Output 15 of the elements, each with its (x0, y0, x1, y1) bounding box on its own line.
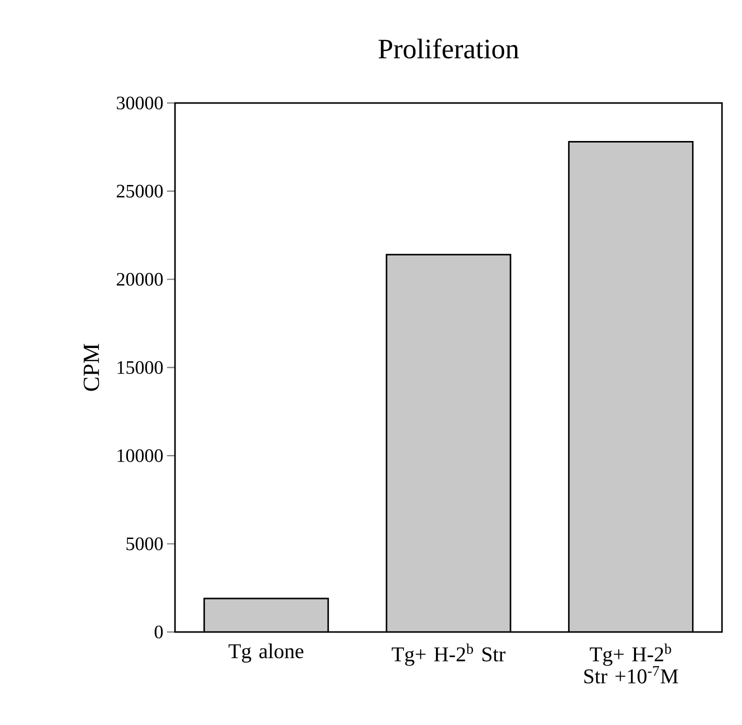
y-tick-label: 15000 (118, 361, 163, 374)
category-label: Tg+ H-2$^{b}$ Str +10$^{-7}$M (584, 644, 678, 684)
y-tick-label: 25000 (116, 184, 163, 198)
y-tick-label: 10000 (118, 449, 163, 462)
y-tick-label: 30000 (116, 96, 163, 110)
bar (386, 254, 512, 632)
bar (203, 598, 329, 632)
y-axis-title: CPM (84, 344, 100, 391)
y-tick-label: 20000 (116, 272, 163, 286)
y-tick-label: 0 (154, 626, 163, 638)
y-tick-label: 5000 (126, 537, 163, 550)
x-tick-label: Tg alone (228, 644, 304, 663)
x-tick-label: Tg+ H-2$^{b}$ Str (392, 644, 506, 666)
chart-title: Proliferation (378, 38, 519, 58)
bar (568, 141, 694, 632)
